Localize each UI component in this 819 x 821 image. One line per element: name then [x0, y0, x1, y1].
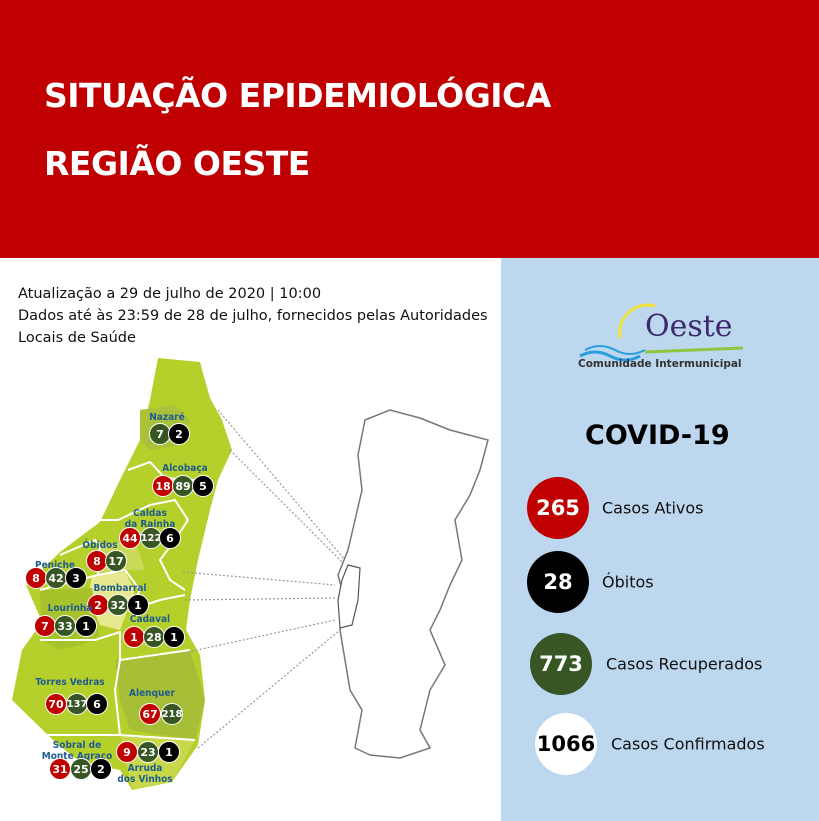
summary-value-circle: 1066	[535, 713, 597, 775]
municipality-label: Sobral de Monte Agraço	[41, 740, 113, 762]
deaths-count-badge: 1	[75, 615, 97, 637]
summary-value-circle: 773	[530, 633, 592, 695]
recovered-count-badge: 23	[137, 741, 159, 763]
active-count-badge: 18	[152, 475, 174, 497]
oeste-logo: Oeste Comunidade Intermunicipal	[575, 298, 745, 370]
municipality-label: Torres Vedras	[35, 677, 105, 688]
update-text: Atualização a 29 de julho de 2020 | 10:0…	[18, 286, 322, 302]
recovered-count-badge: 89	[172, 475, 194, 497]
deaths-count-badge: 1	[158, 741, 180, 763]
deaths-count-badge: 5	[192, 475, 214, 497]
source-text-cont: Locais de Saúde	[18, 330, 136, 346]
title-line-2: REGIÃO OESTE	[44, 144, 310, 183]
deaths-count-badge: 3	[65, 567, 87, 589]
municipality-label: Óbidos	[82, 540, 118, 551]
oeste-highlight	[337, 564, 361, 629]
recovered-count-badge: 17	[105, 550, 127, 572]
recovered-count-badge: 42	[45, 567, 67, 589]
recovered-count-badge: 33	[54, 615, 76, 637]
active-count-badge: 8	[25, 567, 47, 589]
active-count-badge: 67	[139, 703, 161, 725]
active-count-badge: 31	[49, 758, 71, 780]
recovered-count-badge: 32	[107, 594, 129, 616]
deaths-count-badge: 1	[163, 626, 185, 648]
municipality-label: Alenquer	[129, 688, 175, 699]
recovered-count-badge: 218	[161, 703, 183, 725]
deaths-count-badge: 6	[159, 527, 181, 549]
connector-lines	[182, 409, 346, 749]
recovered-count-badge: 137	[66, 693, 88, 715]
source-text: Dados até às 23:59 de 28 de julho, forne…	[18, 308, 488, 324]
active-count-badge: 44	[119, 527, 141, 549]
summary-label: Óbitos	[602, 572, 654, 592]
municipality-label: Arruda dos Vinhos	[117, 763, 173, 785]
active-count-badge: 70	[45, 693, 67, 715]
active-count-badge: 7	[34, 615, 56, 637]
summary-label: Casos Ativos	[602, 498, 704, 518]
municipality-label: Bombarral	[93, 583, 147, 594]
municipality-label: Nazaré	[149, 412, 185, 423]
summary-label: Casos Confirmados	[611, 734, 765, 754]
municipality-label: Alcobaça	[162, 463, 208, 474]
summary-value-circle: 28	[527, 551, 589, 613]
deaths-count-badge: 2	[168, 423, 190, 445]
municipality-label: Lourinhã	[47, 603, 93, 614]
deaths-count-badge: 2	[90, 758, 112, 780]
summary-label: Casos Recuperados	[606, 654, 763, 674]
active-count-badge: 9	[116, 741, 138, 763]
municipality-label: Cadaval	[129, 614, 171, 625]
municipality-label: Peniche	[34, 560, 76, 571]
recovered-count-badge: 28	[143, 626, 165, 648]
svg-text:Comunidade Intermunicipal: Comunidade Intermunicipal	[578, 358, 742, 370]
deaths-count-badge: 6	[86, 693, 108, 715]
municipality-label: Caldas da Rainha	[124, 508, 176, 530]
title-line-1: SITUAÇÃO EPIDEMIOLÓGICA	[44, 76, 551, 115]
recovered-count-badge: 25	[70, 758, 92, 780]
portugal-outline	[337, 409, 489, 759]
deaths-count-badge: 1	[127, 594, 149, 616]
header-banner: SITUAÇÃO EPIDEMIOLÓGICA REGIÃO OESTE	[0, 0, 819, 258]
covid-title: COVID-19	[585, 420, 730, 451]
summary-value-circle: 265	[527, 477, 589, 539]
active-count-badge: 1	[123, 626, 145, 648]
svg-text:Oeste: Oeste	[645, 309, 733, 344]
